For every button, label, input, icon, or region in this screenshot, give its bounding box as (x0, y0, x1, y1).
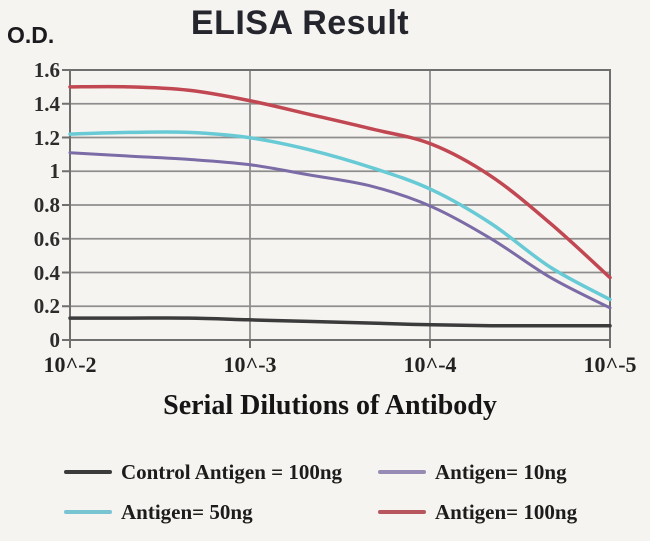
series-curve-3 (68, 130, 612, 302)
x-tick-label: 10^-3 (223, 352, 277, 377)
legend-line-swatch (64, 470, 112, 474)
legend-item: Antigen= 100ng (378, 498, 577, 526)
legend-label: Antigen= 10ng (435, 459, 567, 484)
legend-label: Control Antigen = 100ng (121, 459, 343, 484)
legend-item: Control Antigen = 100ng (64, 458, 342, 486)
legend-line-swatch (378, 510, 426, 514)
y-tick-label: 1.2 (33, 125, 60, 150)
y-tick-label: 0.8 (33, 193, 60, 217)
y-tick-label: 0 (49, 328, 61, 352)
x-tick-label: 10^-5 (583, 352, 637, 377)
y-tick-label: 1 (49, 159, 61, 184)
legend-item: Antigen= 10ng (378, 458, 567, 486)
y-tick-label: 1.6 (33, 58, 60, 82)
legend-label: Antigen= 100ng (435, 499, 578, 524)
series-curve-2 (68, 151, 612, 310)
chart-title: ELISA Result (190, 4, 410, 42)
series-curve-1 (68, 316, 612, 328)
legend-item: Antigen= 50ng (64, 498, 253, 526)
legend-label: Antigen= 50ng (121, 499, 253, 524)
x-axis-title: Serial Dilutions of Antibody (163, 390, 497, 421)
y-tick-label: 1.4 (33, 91, 60, 116)
series-curve-4 (68, 84, 612, 280)
y-tick-label: 0.2 (33, 294, 60, 319)
x-tick-label: 10^-2 (43, 352, 97, 377)
y-axis-title: O.D. (7, 22, 55, 48)
legend-line-swatch (64, 510, 112, 514)
legend-line-swatch (378, 470, 426, 474)
x-tick-label: 10^-4 (403, 352, 457, 377)
y-tick-label: 0.4 (33, 260, 60, 285)
y-tick-label: 0.6 (33, 226, 60, 251)
